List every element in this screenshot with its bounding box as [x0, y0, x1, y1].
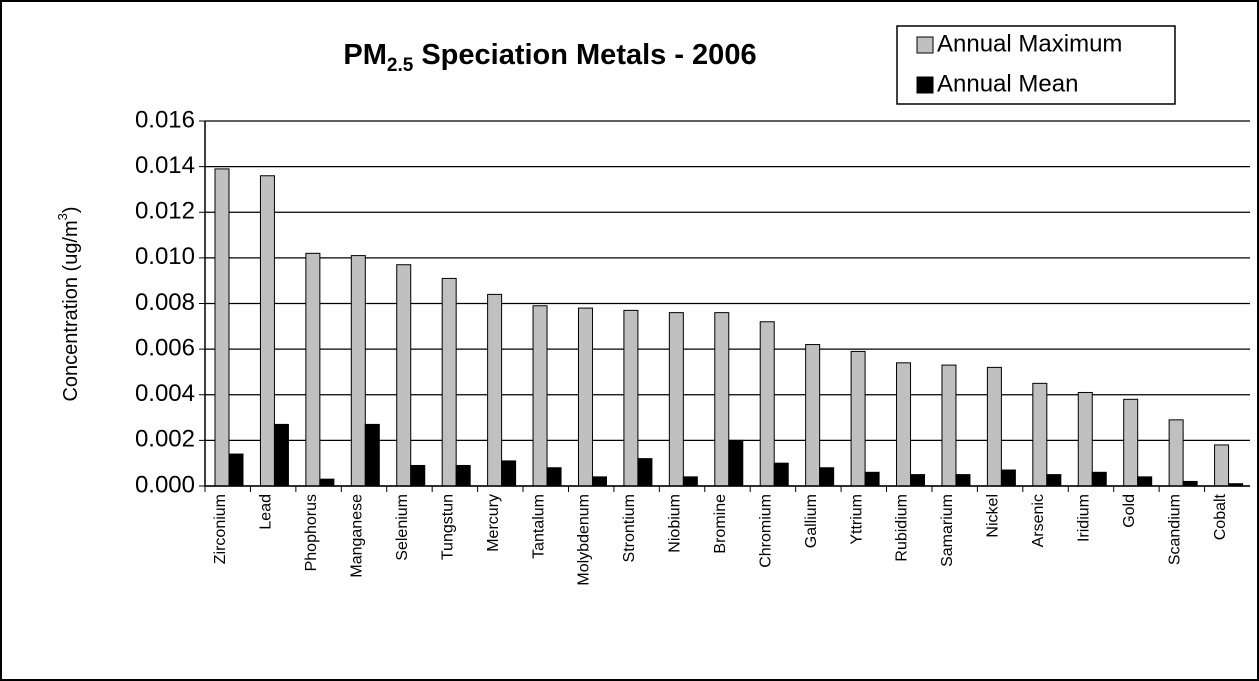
x-tick-label: Bromine	[712, 494, 729, 554]
bar	[532, 305, 548, 487]
bar	[637, 458, 653, 487]
bar	[214, 168, 230, 487]
y-tick-label: 0.006	[135, 334, 195, 361]
y-tick-label: 0.000	[135, 471, 195, 498]
bar	[410, 464, 426, 487]
bar	[364, 423, 380, 487]
bar	[350, 255, 366, 487]
x-tick-label: Rubidium	[894, 494, 911, 562]
bar	[682, 476, 698, 487]
bar	[941, 364, 957, 487]
x-tick-label: Selenium	[394, 494, 411, 561]
bar	[455, 464, 471, 487]
x-tick-label: Manganese	[349, 494, 366, 578]
bar	[1032, 382, 1048, 487]
y-axis-label: Concentration (ug/m3)	[55, 206, 82, 401]
bar	[1137, 476, 1153, 487]
bar	[1214, 444, 1230, 487]
bar	[273, 423, 289, 487]
y-tick-label: 0.014	[135, 152, 195, 179]
bar	[773, 462, 789, 487]
y-tick-label: 0.002	[135, 426, 195, 453]
y-tick-label: 0.008	[135, 289, 195, 316]
bar	[228, 453, 244, 487]
y-label-main: Concentration (ug/m	[60, 220, 82, 401]
y-tick-label: 0.010	[135, 243, 195, 270]
bar	[441, 277, 457, 487]
bar	[1091, 471, 1107, 487]
bar	[955, 474, 971, 487]
bar	[728, 439, 744, 487]
bar	[668, 312, 684, 487]
x-tick-label: Niobium	[667, 494, 684, 553]
bar	[591, 476, 607, 487]
x-tick-label: Yttrium	[848, 494, 865, 545]
bar	[501, 460, 517, 487]
bar	[759, 321, 775, 487]
legend-box	[896, 25, 1176, 105]
y-label-rest: )	[60, 206, 82, 213]
x-tick-label: Molybdenum	[576, 494, 593, 586]
bar	[1077, 391, 1093, 487]
x-tick-label: Zirconium	[212, 494, 229, 564]
y-tick-label: 0.004	[135, 380, 195, 407]
bar	[623, 309, 639, 487]
x-tick-label: Samarium	[939, 494, 956, 567]
legend-swatch	[916, 36, 934, 54]
x-tick-label: Scandium	[1166, 494, 1183, 565]
bar	[1046, 474, 1062, 487]
x-tick-label: Gold	[1121, 494, 1138, 528]
x-tick-label: Phophorus	[303, 494, 320, 571]
x-tick-label: Nickel	[985, 494, 1002, 538]
chart-title: PM2.5 Speciation Metals - 2006	[343, 39, 756, 76]
legend-swatch	[916, 76, 934, 94]
bar	[896, 362, 912, 487]
x-tick-label: Strontium	[621, 494, 638, 562]
title-subscript: 2.5	[387, 55, 414, 76]
x-tick-label: Chromium	[757, 494, 774, 568]
bar	[259, 175, 275, 487]
bar	[910, 474, 926, 487]
x-tick-label: Tungstun	[439, 494, 456, 560]
bar	[986, 366, 1002, 487]
y-label-superscript: 3	[55, 213, 70, 220]
bar	[487, 293, 503, 487]
x-tick-label: Tantalum	[530, 494, 547, 559]
bar	[577, 307, 593, 487]
bar	[319, 478, 335, 487]
x-tick-label: Cobalt	[1212, 493, 1229, 540]
x-tick-label: Gallium	[803, 494, 820, 548]
bar	[819, 467, 835, 487]
x-tick-label: Iridium	[1075, 494, 1092, 542]
bar	[850, 350, 866, 487]
bar	[805, 344, 821, 487]
title-main: PM	[343, 39, 387, 71]
bar	[546, 467, 562, 487]
bar	[1123, 398, 1139, 487]
legend-label: Annual Mean	[937, 70, 1078, 97]
x-tick-label: Arsenic	[1030, 494, 1047, 547]
bar	[864, 471, 880, 487]
x-tick-label: Lead	[258, 494, 275, 530]
bar	[714, 312, 730, 487]
y-tick-label: 0.016	[135, 106, 195, 133]
bar	[305, 252, 321, 487]
bar	[396, 264, 412, 487]
legend-label: Annual Maximum	[937, 30, 1122, 57]
title-rest: Speciation Metals - 2006	[421, 39, 756, 71]
bar	[1000, 469, 1016, 487]
y-tick-label: 0.012	[135, 198, 195, 225]
bar	[1168, 419, 1184, 487]
x-tick-label: Mercury	[485, 494, 502, 552]
